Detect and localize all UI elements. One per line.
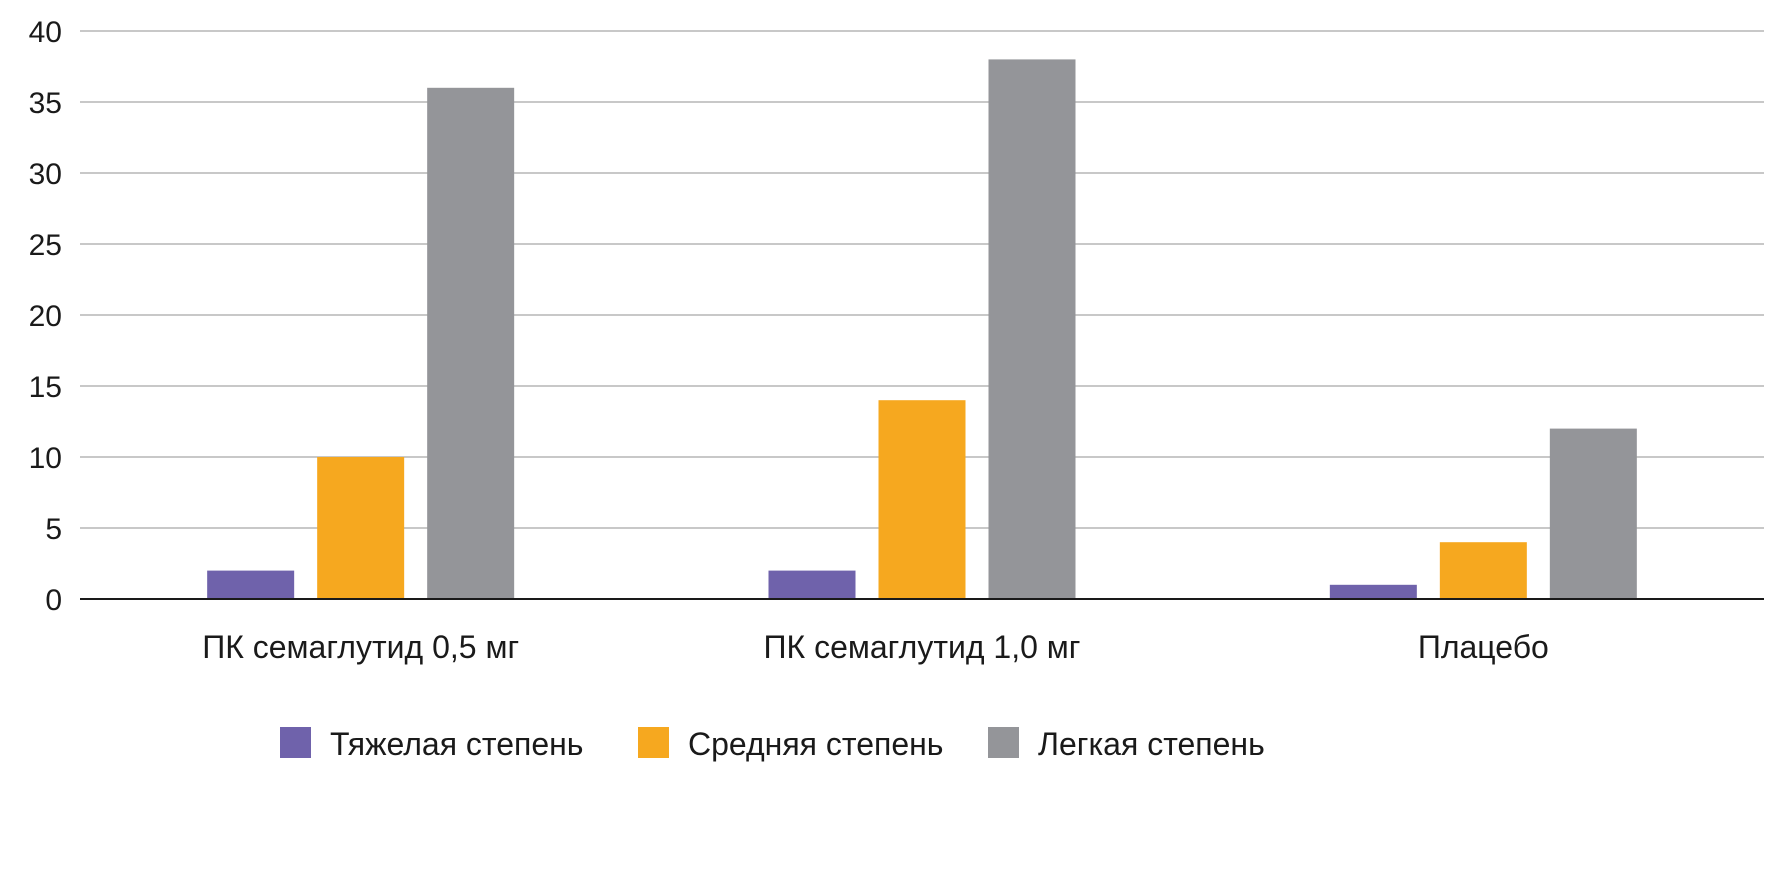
x-category-label: ПК семаглутид 1,0 мг [764,629,1081,665]
y-tick-label: 20 [29,300,62,333]
bar-2-3 [1439,542,1527,599]
bar-1-2 [768,570,856,599]
y-tick-label: 15 [29,371,62,404]
bar-1-3 [1329,584,1417,599]
legend-swatch [638,727,669,758]
bar-3-2 [988,59,1076,599]
bars [207,59,1637,600]
bar-3-3 [1549,428,1637,599]
y-tick-label: 0 [45,584,62,617]
bar-3-1 [427,87,515,600]
legend: Тяжелая степень Средняя степень Легкая сте… [280,726,1265,762]
legend-label: Средняя степень [688,726,943,762]
bar-1-1 [207,570,295,599]
y-tick-label: 5 [45,513,62,546]
bar-2-1 [317,457,405,599]
y-tick-label: 40 [29,16,62,49]
y-tick-label: 35 [29,87,62,120]
x-category-label: ПК семаглутид 0,5 мг [202,629,519,665]
legend-label: Тяжелая степень [330,726,583,762]
x-axis-categories: ПК семаглутид 0,5 мг ПК семаглутид 1,0 мг… [202,629,1549,665]
bar-2-2 [878,400,966,599]
x-category-label: Плацебо [1418,629,1549,665]
y-axis-ticks: 0 5 10 15 20 25 30 35 40 [29,16,62,617]
legend-label: Легкая степень [1038,726,1265,762]
y-tick-label: 10 [29,442,62,475]
legend-swatch [988,727,1019,758]
y-tick-label: 30 [29,158,62,191]
y-tick-label: 25 [29,229,62,262]
legend-swatch [280,727,311,758]
